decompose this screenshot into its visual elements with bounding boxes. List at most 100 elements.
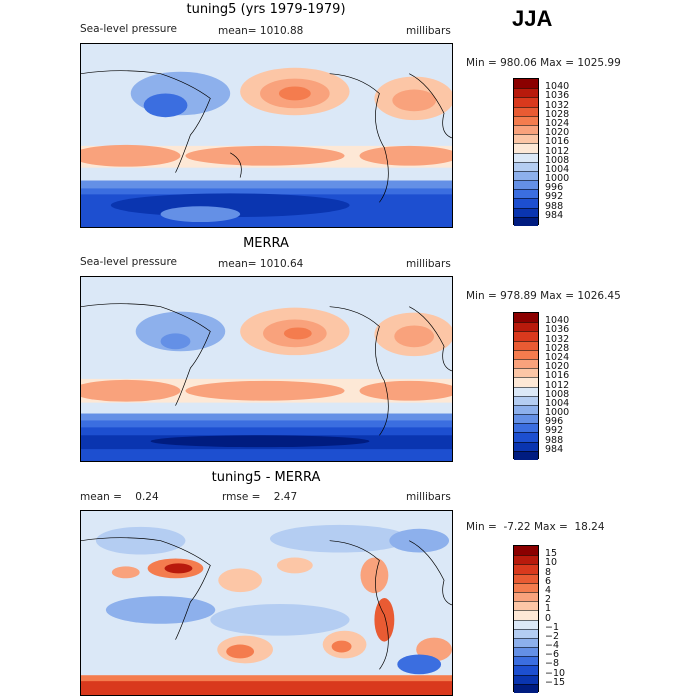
- colorbar-swatch: [514, 564, 538, 574]
- colorbar-swatch: [514, 313, 538, 323]
- panel-2-left-label: Sea-level pressure: [80, 256, 178, 268]
- panel-3-title: tuning5 - MERRA: [211, 470, 321, 485]
- colorbar-tick-label: 1032: [545, 99, 570, 111]
- panel-3-mean-label: mean = 0.24: [80, 491, 159, 503]
- colorbar-tick-label: 988: [545, 200, 564, 212]
- colorbar-swatch: [514, 79, 538, 89]
- colorbar-tick-label: 1008: [545, 154, 570, 166]
- colorbar-swatch: [514, 674, 538, 684]
- colorbar-tick-label: 1032: [545, 333, 570, 345]
- colorbar-swatch: [514, 358, 538, 369]
- colorbar-swatch: [514, 115, 538, 125]
- colorbar-swatch: [514, 619, 538, 629]
- colorbar-swatch: [514, 610, 538, 620]
- colorbar-swatch: [514, 386, 538, 396]
- colorbar-swatch: [514, 170, 538, 181]
- panel-3-map: [80, 510, 453, 696]
- colorbar-tick-label: 6: [545, 575, 552, 587]
- colorbar-tick-label: −4: [545, 640, 560, 652]
- colorbar-swatch: [514, 441, 538, 451]
- colorbar-tick-label: 996: [545, 182, 564, 194]
- panel-1-map: [80, 43, 453, 228]
- colorbar-tick-label: 1012: [545, 379, 570, 391]
- colorbar-tick-label: 10: [545, 557, 558, 569]
- colorbar-tick-label: 8: [545, 566, 552, 578]
- colorbar-tick-label: −8: [545, 658, 560, 670]
- colorbar-tick-label: 1: [545, 603, 552, 615]
- colorbar-swatch: [514, 665, 538, 675]
- panel-1-left-label: Sea-level pressure: [80, 23, 178, 35]
- colorbar-tick-label: −15: [545, 676, 566, 688]
- panel-2-map: [80, 276, 453, 462]
- panel-1-title: tuning5 (yrs 1979-1979): [186, 2, 346, 17]
- colorbar-swatch: [514, 647, 538, 657]
- colorbar-tick-label: 1024: [545, 117, 570, 129]
- colorbar-swatch: [514, 189, 538, 199]
- colorbar-tick-label: 988: [545, 434, 564, 446]
- colorbar-swatch: [514, 404, 538, 415]
- panel-2-colorbar: [513, 312, 539, 460]
- colorbar-tick-label: 996: [545, 416, 564, 428]
- colorbar-tick-label: 1000: [545, 407, 570, 419]
- colorbar-tick-label: 1016: [545, 370, 570, 382]
- colorbar-tick-label: −2: [545, 630, 560, 642]
- colorbar-swatch: [514, 340, 538, 350]
- colorbar-tick-label: 1036: [545, 90, 570, 102]
- colorbar-swatch: [514, 198, 538, 208]
- colorbar-swatch: [514, 414, 538, 424]
- colorbar-swatch: [514, 637, 538, 648]
- colorbar-swatch: [514, 546, 538, 556]
- colorbar-swatch: [514, 628, 538, 638]
- panel-1-mean-label: mean= 1010.88: [218, 25, 304, 37]
- season-label: JJA: [512, 6, 553, 31]
- colorbar-tick-label: 1020: [545, 127, 570, 139]
- colorbar-swatch: [514, 683, 538, 693]
- panel-1-units-label: millibars: [406, 25, 451, 37]
- colorbar-tick-label: 2: [545, 594, 552, 606]
- colorbar-tick-label: 1036: [545, 324, 570, 336]
- colorbar-tick-label: 1024: [545, 351, 570, 363]
- colorbar-swatch: [514, 207, 538, 217]
- colorbar-swatch: [514, 161, 538, 171]
- colorbar-tick-label: 992: [545, 425, 564, 437]
- colorbar-swatch: [514, 322, 538, 332]
- colorbar-tick-label: 992: [545, 191, 564, 203]
- panel-3-colorbar: [513, 545, 539, 693]
- colorbar-swatch: [514, 601, 538, 611]
- colorbar-tick-label: 1008: [545, 388, 570, 400]
- panel-1-minmax: Min = 980.06 Max = 1025.99: [466, 57, 621, 69]
- colorbar-tick-label: 0: [545, 612, 552, 624]
- panel-2-minmax: Min = 978.89 Max = 1026.45: [466, 290, 621, 302]
- panel-2-mean-label: mean= 1010.64: [218, 258, 304, 270]
- colorbar-swatch: [514, 143, 538, 153]
- colorbar-tick-label: 984: [545, 443, 564, 455]
- colorbar-tick-label: 1004: [545, 163, 570, 175]
- colorbar-tick-label: 1012: [545, 145, 570, 157]
- colorbar-swatch: [514, 152, 538, 162]
- colorbar-swatch: [514, 591, 538, 602]
- colorbar-tick-label: −1: [545, 621, 560, 633]
- colorbar-swatch: [514, 582, 538, 592]
- colorbar-swatch: [514, 377, 538, 387]
- colorbar-swatch: [514, 216, 538, 226]
- colorbar-swatch: [514, 106, 538, 116]
- panel-3-minmax: Min = -7.22 Max = 18.24: [466, 521, 605, 533]
- colorbar-tick-label: 1028: [545, 108, 570, 120]
- colorbar-tick-label: 984: [545, 209, 564, 221]
- colorbar-tick-label: 1004: [545, 397, 570, 409]
- colorbar-tick-label: 1040: [545, 315, 570, 327]
- colorbar-swatch: [514, 368, 538, 378]
- colorbar-tick-label: 15: [545, 548, 558, 560]
- colorbar-swatch: [514, 124, 538, 135]
- colorbar-swatch: [514, 395, 538, 405]
- colorbar-swatch: [514, 573, 538, 583]
- colorbar-tick-label: −10: [545, 667, 566, 679]
- colorbar-swatch: [514, 555, 538, 565]
- colorbar-swatch: [514, 97, 538, 107]
- panel-2-units-label: millibars: [406, 258, 451, 270]
- colorbar-tick-label: 4: [545, 584, 552, 596]
- panel-3-rmse-label: rmse = 2.47: [222, 491, 298, 503]
- colorbar-tick-label: 1020: [545, 361, 570, 373]
- colorbar-swatch: [514, 432, 538, 442]
- colorbar-tick-label: 1040: [545, 81, 570, 93]
